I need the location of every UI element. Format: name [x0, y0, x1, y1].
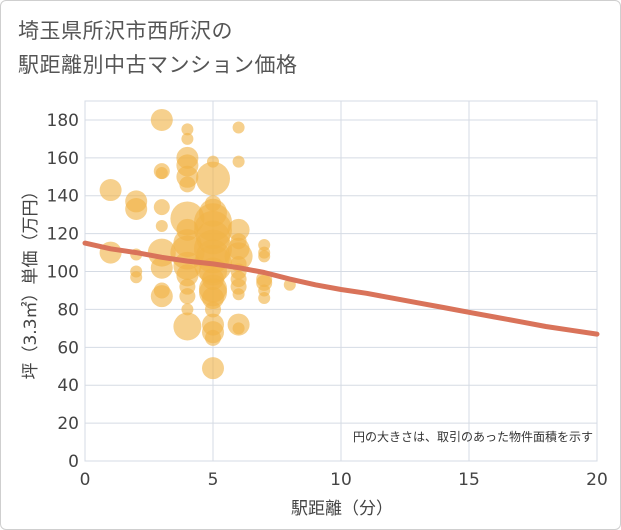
grid-lines [84, 100, 598, 462]
x-tick-label: 15 [458, 470, 480, 490]
y-tick-label: 60 [57, 338, 79, 358]
y-axis-label: 坪（3.3㎡）単価（万円） [21, 182, 41, 379]
data-point [181, 123, 194, 136]
bubble-series [99, 108, 296, 380]
data-point [173, 312, 202, 341]
bubble-size-note: 円の大きさは、取引のあった物件面積を示す [353, 429, 593, 444]
chart-title: 埼玉県所沢市西所沢の 駅距離別中古マンション価格 [18, 14, 298, 82]
data-point [155, 220, 168, 233]
y-tick-label: 20 [57, 414, 79, 434]
data-point [153, 199, 170, 216]
data-point [232, 322, 245, 335]
chart-title-line-2: 駅距離別中古マンション価格 [18, 53, 298, 77]
data-point [130, 271, 143, 284]
data-point [205, 329, 221, 346]
data-point [181, 132, 194, 145]
y-tick-label: 180 [47, 111, 79, 131]
x-tick-label: 5 [208, 470, 219, 490]
y-tick-label: 120 [47, 225, 79, 245]
data-point [125, 198, 148, 220]
data-point [150, 285, 173, 308]
data-point [232, 155, 245, 168]
y-tick-label: 160 [47, 149, 79, 169]
data-point [258, 292, 271, 305]
data-point [258, 250, 271, 263]
data-point [150, 256, 173, 279]
data-point [205, 301, 221, 318]
y-tick-label: 0 [68, 452, 79, 472]
data-point [181, 303, 194, 316]
data-point [179, 176, 196, 193]
y-tick-label: 80 [57, 300, 79, 320]
data-point [155, 167, 168, 179]
data-point [232, 121, 245, 134]
data-point [232, 288, 245, 301]
data-point [227, 218, 250, 241]
x-axis-ticks: 0 5 10 15 20 [80, 470, 608, 490]
data-point [196, 161, 230, 196]
data-point [150, 108, 173, 131]
x-tick-label: 20 [586, 470, 608, 490]
data-point [202, 287, 224, 310]
y-tick-label: 140 [47, 187, 79, 207]
chart-title-line-1: 埼玉県所沢市西所沢の [18, 19, 233, 43]
data-point [176, 264, 199, 287]
y-tick-label: 100 [47, 263, 79, 283]
x-tick-label: 0 [80, 470, 91, 490]
data-point [202, 357, 224, 380]
trend-series [82, 240, 600, 337]
y-tick-label: 40 [57, 376, 79, 396]
trend-line [82, 240, 600, 337]
x-axis-label: 駅距離（分） [291, 499, 393, 519]
data-point [179, 288, 196, 305]
x-tick-label: 10 [330, 470, 352, 490]
data-point [99, 179, 122, 202]
y-axis-ticks: 0 20 40 60 80 100 120 140 160 180 [47, 111, 79, 472]
